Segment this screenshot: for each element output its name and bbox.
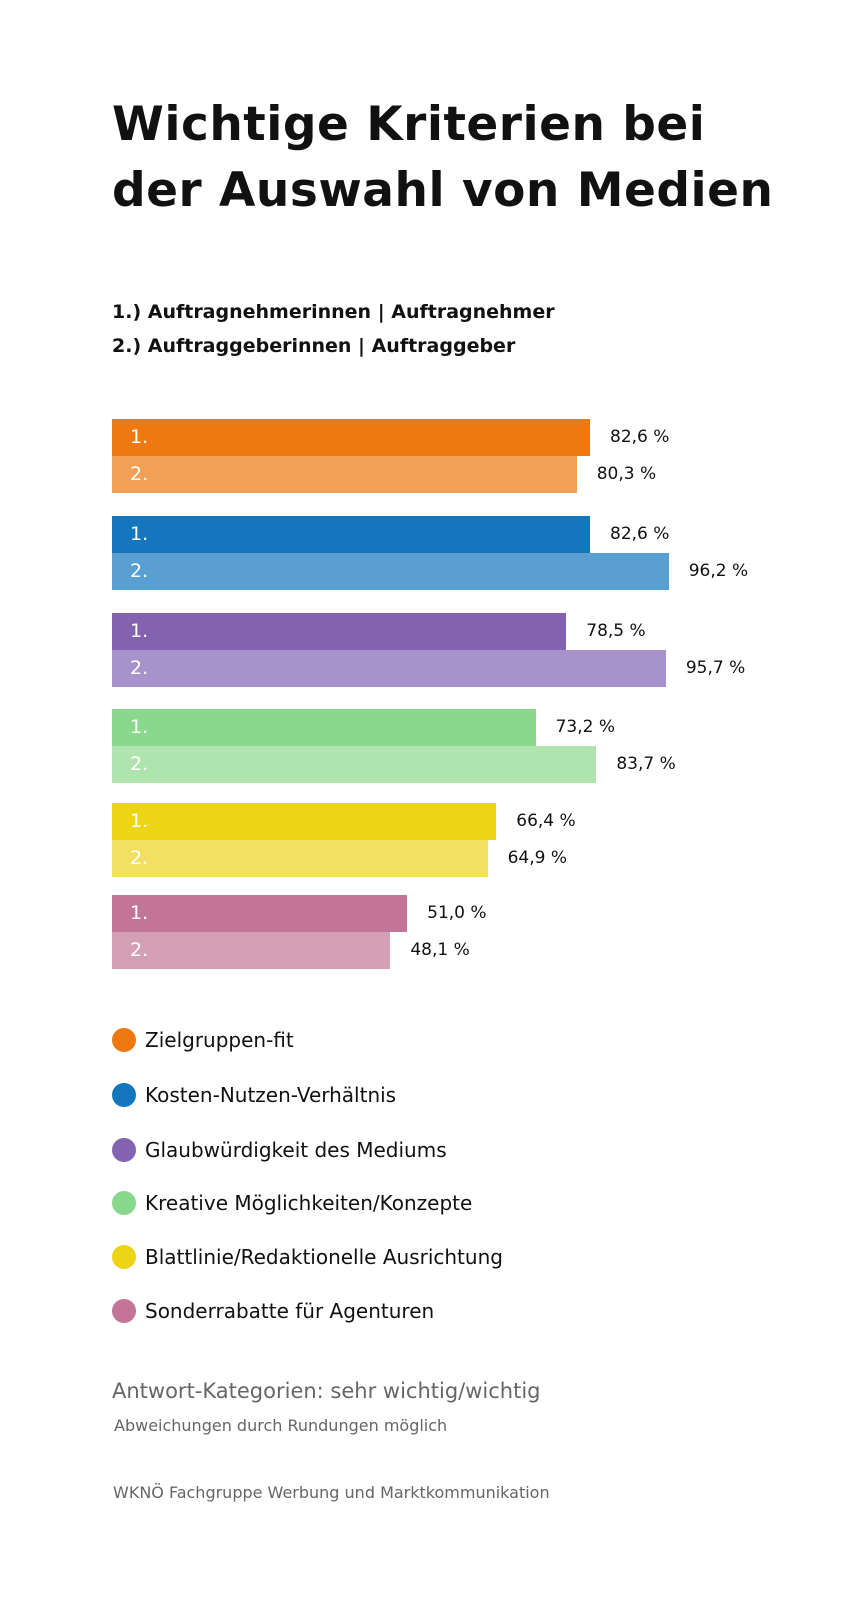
- bar-4-series-1: 1.: [112, 709, 536, 746]
- legend-swatch-icon: [112, 1299, 136, 1323]
- data-label: 64,9 %: [507, 848, 567, 868]
- bar-4-series-2: 2.: [112, 746, 597, 783]
- bar-series-label: 1.: [130, 902, 149, 924]
- bar-series-label: 2.: [130, 939, 149, 961]
- data-label: 96,2 %: [688, 561, 749, 581]
- bar-6-series-1: 1.: [112, 895, 408, 932]
- bar-1-series-2: 2.: [112, 456, 577, 493]
- data-label: 66,4 %: [516, 811, 576, 831]
- series-legend-1: 1.) Auftragnehmerinnen | Auftragnehmer: [112, 301, 555, 323]
- legend-label: Kreative Möglichkeiten/Konzepte: [145, 1191, 473, 1215]
- bar-3-series-1: 1.: [112, 613, 567, 650]
- bar-series-label: 1.: [130, 523, 149, 545]
- legend-swatch-icon: [112, 1138, 136, 1162]
- legend-label: Kosten-Nutzen-Verhältnis: [145, 1083, 397, 1107]
- chart-title: Wichtige Kriterien bei der Auswahl von M…: [112, 92, 773, 224]
- legend-label: Zielgruppen-fit: [145, 1028, 294, 1052]
- bar-series-label: 2.: [130, 657, 149, 679]
- legend-item: Zielgruppen-fit: [112, 1028, 294, 1052]
- data-label: 51,0 %: [427, 903, 487, 923]
- data-label: 78,5 %: [586, 621, 646, 641]
- bar-series-label: 2.: [130, 560, 149, 582]
- legend-label: Sonderrabatte für Agenturen: [145, 1299, 435, 1323]
- legend-swatch-icon: [112, 1245, 136, 1269]
- footnote-rounding: Abweichungen durch Rundungen möglich: [114, 1416, 448, 1435]
- footnote-categories: Antwort-Kategorien: sehr wichtig/wichtig: [112, 1379, 541, 1403]
- data-label: 73,2 %: [555, 717, 616, 737]
- bar-2-series-1: 1.: [112, 516, 590, 553]
- legend-swatch-icon: [112, 1083, 136, 1107]
- data-label: 95,7 %: [685, 658, 746, 678]
- legend-item: Sonderrabatte für Agenturen: [112, 1299, 434, 1323]
- data-label: 83,7 %: [616, 754, 676, 774]
- legend-item: Kreative Möglichkeiten/Konzepte: [112, 1191, 472, 1215]
- legend-item: Glaubwürdigkeit des Mediums: [112, 1138, 447, 1162]
- bar-series-label: 1.: [130, 426, 149, 448]
- bar-1-series-1: 1.: [112, 419, 590, 456]
- bar-5-series-2: 2.: [112, 840, 488, 877]
- bar-2-series-2: 2.: [112, 553, 669, 590]
- legend-item: Blattlinie/Redaktionelle Ausrichtung: [112, 1245, 503, 1269]
- bar-series-label: 2.: [130, 463, 149, 485]
- title-line-1: Wichtige Kriterien bei: [112, 97, 706, 152]
- title-line-2: der Auswahl von Medien: [112, 163, 774, 218]
- bar-6-series-2: 2.: [112, 932, 391, 969]
- bar-5-series-1: 1.: [112, 803, 497, 840]
- bar-series-label: 2.: [130, 753, 149, 775]
- bar-series-label: 2.: [130, 847, 149, 869]
- legend-label: Blattlinie/Redaktionelle Ausrichtung: [145, 1245, 503, 1269]
- data-label: 82,6 %: [610, 427, 670, 447]
- legend-item: Kosten-Nutzen-Verhältnis: [112, 1083, 396, 1107]
- legend-label: Glaubwürdigkeit des Mediums: [145, 1138, 447, 1162]
- data-label: 48,1 %: [410, 940, 470, 960]
- legend-swatch-icon: [112, 1028, 136, 1052]
- bar-series-label: 1.: [130, 716, 149, 738]
- bar-series-label: 1.: [130, 810, 149, 832]
- source: WKNÖ Fachgruppe Werbung und Marktkommuni…: [113, 1483, 550, 1502]
- bar-3-series-2: 2.: [112, 650, 666, 687]
- data-label: 82,6 %: [610, 524, 670, 544]
- legend-swatch-icon: [112, 1191, 136, 1215]
- bar-series-label: 1.: [130, 620, 149, 642]
- data-label: 80,3 %: [596, 464, 657, 484]
- series-legend-2: 2.) Auftraggeberinnen | Auftraggeber: [112, 335, 516, 357]
